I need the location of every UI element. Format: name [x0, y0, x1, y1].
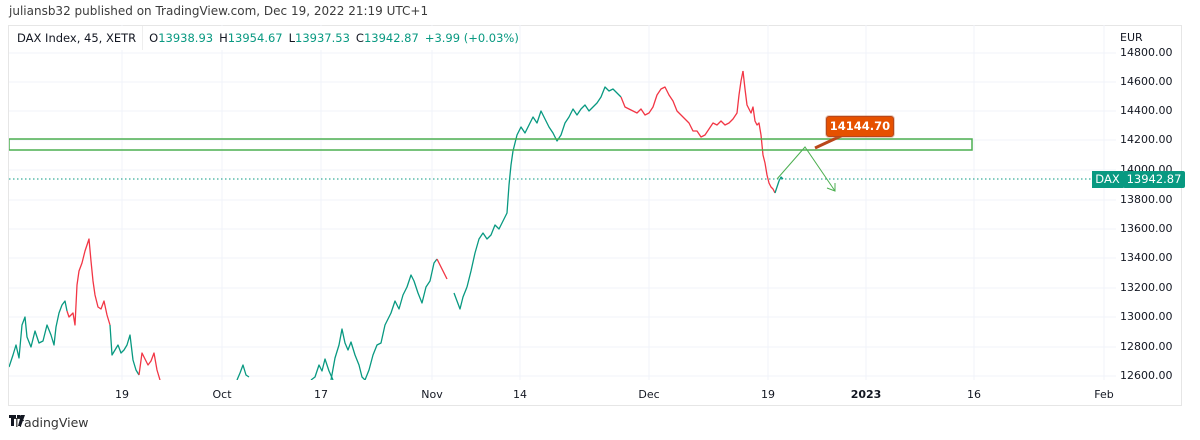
- y-tick: 13000.00: [1120, 310, 1173, 323]
- price-chart: [9, 25, 1116, 380]
- published-line: juliansb32 published on TradingView.com,…: [9, 4, 429, 18]
- last-price-tag: 13942.87: [1123, 171, 1185, 188]
- projection-path: [776, 146, 836, 192]
- high-value: 13954.67: [227, 31, 283, 45]
- y-tick: 13400.00: [1120, 251, 1173, 264]
- low-label: L: [288, 31, 296, 45]
- close-label: C: [355, 31, 364, 45]
- x-tick: Nov: [421, 388, 443, 401]
- y-tick: 14600.00: [1120, 75, 1173, 88]
- chart-frame: [8, 25, 1182, 406]
- y-tick: 12600.00: [1120, 369, 1173, 382]
- symbol-name: DAX Index, 45, XETR: [9, 26, 144, 50]
- last-price-symbol-tag: DAX: [1092, 171, 1124, 188]
- symbol-legend: DAX Index, 45, XETR O13938.93 H13954.67 …: [9, 26, 519, 50]
- chart-plot-area[interactable]: [9, 25, 1116, 380]
- brand-name: TradingView: [13, 415, 89, 430]
- y-tick: 14800.00: [1120, 46, 1173, 59]
- y-tick: 13600.00: [1120, 222, 1173, 235]
- x-tick: 16: [967, 388, 981, 401]
- y-tick: 14200.00: [1120, 133, 1173, 146]
- y-tick: 12800.00: [1120, 340, 1173, 353]
- zone-rectangle: [9, 138, 973, 151]
- change-value: +3.99 (+0.03%): [424, 31, 519, 45]
- y-tick: 14400.00: [1120, 104, 1173, 117]
- low-value: 13937.53: [295, 31, 350, 45]
- x-tick: 19: [115, 388, 129, 401]
- open-label: O: [149, 31, 159, 45]
- callout-connector: [814, 133, 844, 150]
- price-series: [9, 70, 784, 380]
- x-tick: 19: [761, 388, 775, 401]
- tradingview-brand[interactable]: TradingView: [9, 415, 89, 430]
- y-tick: 13200.00: [1120, 281, 1173, 294]
- currency-label: EUR: [1120, 31, 1143, 44]
- y-tick: 13800.00: [1120, 193, 1173, 206]
- x-tick: Feb: [1094, 388, 1114, 401]
- grid-vertical: [121, 25, 1105, 380]
- x-tick-year: 2023: [850, 388, 882, 401]
- x-tick: Oct: [212, 388, 232, 401]
- x-tick: 14: [513, 388, 527, 401]
- grid-horizontal: [9, 52, 1116, 377]
- high-label: H: [219, 31, 228, 45]
- x-tick: 17: [314, 388, 328, 401]
- close-value: 13942.87: [363, 31, 419, 45]
- price-callout[interactable]: 14144.70: [826, 116, 894, 137]
- open-value: 13938.93: [158, 31, 214, 45]
- x-tick: Dec: [638, 388, 660, 401]
